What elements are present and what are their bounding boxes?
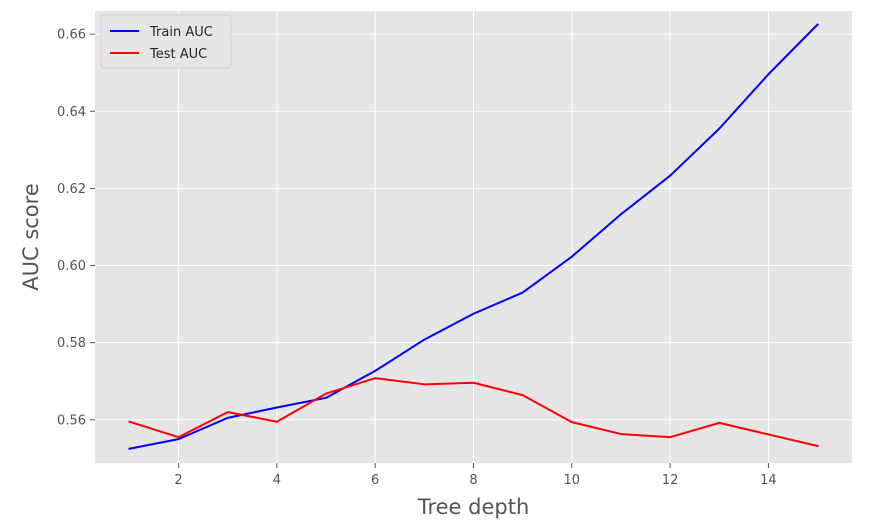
legend-box [100, 14, 232, 69]
data-point-test-auc [128, 420, 131, 423]
data-point-test-auc [423, 383, 426, 386]
data-point-train-auc [816, 23, 819, 26]
x-axis-ticks: 2 4 6 8 10 12 14 [174, 463, 777, 488]
x-axis-label: Tree depth [417, 495, 530, 519]
data-point-train-auc [374, 369, 377, 372]
data-point-train-auc [669, 174, 672, 177]
x-tick-label: 4 [273, 473, 281, 488]
legend-label-train: Train AUC [149, 25, 213, 40]
data-point-train-auc [177, 438, 180, 441]
data-point-test-auc [570, 421, 573, 424]
y-axis-label: AUC score [19, 183, 43, 291]
data-point-test-auc [275, 420, 278, 423]
x-tick-label: 12 [662, 473, 679, 488]
y-axis-ticks: 0.56 0.58 0.60 0.62 0.64 0.66 [57, 28, 95, 428]
data-point-test-auc [325, 392, 328, 395]
y-tick-label: 0.60 [57, 259, 86, 274]
data-point-train-auc [767, 73, 770, 76]
data-point-test-auc [472, 381, 475, 384]
y-tick-label: 0.64 [57, 105, 86, 120]
data-point-test-auc [177, 436, 180, 439]
legend-label-test: Test AUC [149, 47, 207, 62]
y-tick-label: 0.58 [57, 336, 86, 351]
data-point-test-auc [521, 394, 524, 397]
data-point-train-auc [718, 127, 721, 130]
data-point-train-auc [423, 338, 426, 341]
x-tick-label: 2 [174, 473, 182, 488]
data-point-train-auc [325, 396, 328, 399]
x-tick-label: 14 [760, 473, 777, 488]
data-point-train-auc [472, 312, 475, 315]
data-point-test-auc [226, 411, 229, 414]
data-point-train-auc [619, 213, 622, 216]
data-point-test-auc [767, 433, 770, 436]
data-point-test-auc [374, 377, 377, 380]
data-point-train-auc [570, 255, 573, 258]
data-point-test-auc [816, 445, 819, 448]
y-tick-label: 0.62 [57, 182, 86, 197]
legend: Train AUC Test AUC [100, 14, 232, 69]
data-point-train-auc [226, 416, 229, 419]
x-tick-label: 8 [469, 473, 477, 488]
series-layer [128, 23, 819, 450]
data-point-test-auc [718, 421, 721, 424]
data-point-train-auc [128, 447, 131, 450]
x-tick-label: 10 [564, 473, 581, 488]
data-point-train-auc [275, 406, 278, 409]
data-point-train-auc [521, 291, 524, 294]
x-tick-label: 6 [371, 473, 379, 488]
data-point-test-auc [669, 436, 672, 439]
y-tick-label: 0.56 [57, 413, 86, 428]
y-tick-label: 0.66 [57, 28, 86, 43]
data-point-test-auc [619, 433, 622, 436]
